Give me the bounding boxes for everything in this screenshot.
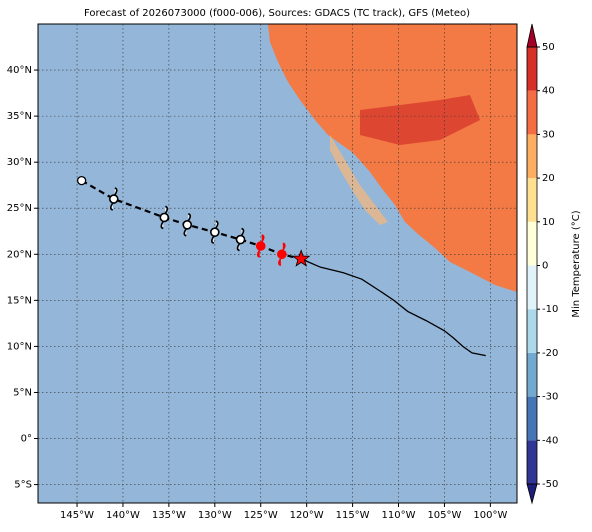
colorbar-tick-label: 50 (542, 42, 555, 53)
x-tick-label: 135°W (152, 510, 186, 521)
y-tick-label: 35°N (7, 111, 32, 122)
colorbar-bin (527, 221, 537, 266)
land (268, 24, 517, 292)
colorbar-tick-label: -30 (542, 392, 558, 403)
x-tick-label: 130°W (198, 510, 232, 521)
hurricane-symbol (235, 227, 246, 252)
current-position (291, 249, 311, 267)
colorbar-bin (527, 265, 537, 310)
x-tick-label: 145°W (60, 510, 94, 521)
x-tick-label: 105°W (427, 510, 461, 521)
land-shading (360, 95, 480, 145)
colorbar-bin (527, 178, 537, 222)
y-tick-label: 10°N (7, 341, 32, 352)
colorbar-tick-label: 30 (542, 129, 555, 140)
colorbar-tick-label: 0 (542, 261, 548, 272)
y-tick-label: 15°N (7, 295, 32, 306)
land-mass (268, 24, 517, 292)
y-tick-label: 0° (21, 434, 32, 445)
colorbar-tick-label: -10 (542, 304, 558, 315)
colorbar-bin (527, 309, 537, 353)
colorbar-tick-label: 20 (542, 173, 555, 184)
y-tick-label: 30°N (7, 157, 32, 168)
map-frame (37, 23, 518, 504)
colorbar-tick-label: 10 (542, 217, 555, 228)
y-tick-label: 5°N (13, 387, 32, 398)
colorbar-bin (527, 352, 537, 397)
colorbar-bin (527, 90, 537, 135)
hurricane-symbol (182, 213, 193, 237)
x-tick-label: 115°W (336, 510, 370, 521)
colorbar-bin (527, 440, 537, 484)
hurricane-symbol (159, 205, 170, 230)
map-title: Forecast of 2026073000 (f000-006), Sourc… (84, 8, 470, 19)
x-tick-label: 100°W (473, 510, 507, 521)
hurricane-symbol (210, 220, 220, 244)
hurricane-symbol (277, 242, 287, 267)
colorbar-tick-label: 40 (542, 86, 555, 97)
colorbar-label: Min Temperature (°C) (571, 210, 582, 317)
x-tick-label: 110°W (382, 510, 416, 521)
colorbar-bin (527, 396, 537, 441)
colorbar-bin (527, 134, 537, 179)
y-tick-label: 20°N (7, 249, 32, 260)
colorbar-over (526, 23, 538, 48)
gulf-of-california (342, 145, 405, 222)
hurricane-symbol (108, 187, 119, 211)
colorbar-bin (527, 47, 537, 91)
observed-track (300, 258, 486, 357)
y-tick-label: 5°S (14, 480, 32, 491)
colorbar-tick-label: -20 (542, 348, 558, 359)
track-point (76, 175, 87, 186)
map-layer (38, 24, 517, 503)
y-tick-label: 25°N (7, 203, 32, 214)
colorbar-tick-label: -40 (542, 435, 558, 446)
colorbar-tick-label: -50 (542, 479, 558, 490)
x-tick-label: 125°W (244, 510, 278, 521)
colorbar-under (526, 483, 538, 505)
y-tick-label: 40°N (7, 65, 32, 76)
hurricane-symbol (255, 234, 266, 258)
x-tick-label: 140°W (106, 510, 140, 521)
x-tick-label: 120°W (290, 510, 324, 521)
land-shading (330, 135, 388, 225)
